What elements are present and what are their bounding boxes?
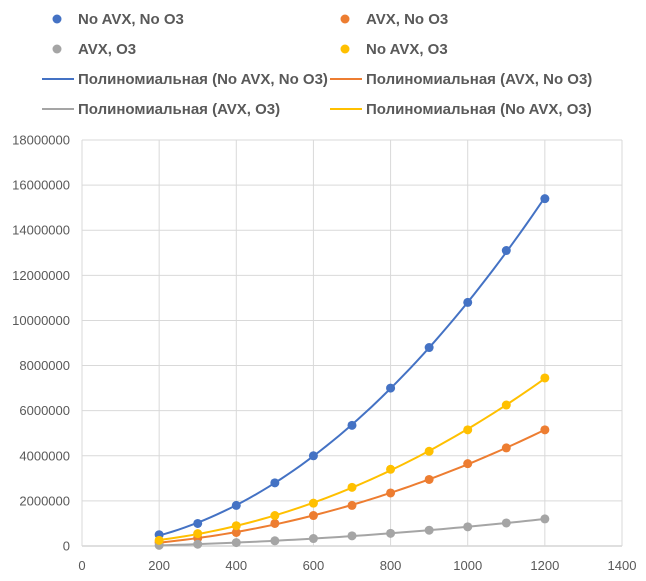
x-tick-label: 0 — [78, 558, 85, 573]
data-point-avx-no-o3 — [270, 518, 280, 528]
data-point-avx-o3 — [386, 528, 396, 538]
data-point-no-avx-no-o3 — [424, 343, 434, 353]
data-point-avx-o3 — [308, 534, 318, 544]
y-tick-label: 10000000 — [12, 313, 70, 328]
data-point-no-avx-o3 — [347, 482, 357, 492]
data-point-no-avx-o3 — [193, 529, 203, 539]
data-point-no-avx-o3 — [270, 511, 280, 521]
data-point-avx-o3 — [424, 525, 434, 535]
data-point-avx-o3 — [347, 531, 357, 541]
plot-area: 0 2000000 4000000 6000000 8000000 10000000 120… — [12, 133, 636, 574]
data-point-avx-o3 — [193, 539, 203, 549]
data-point-no-avx-o3 — [424, 446, 434, 456]
y-tick-label: 12000000 — [12, 268, 70, 283]
x-tick-label: 1200 — [530, 558, 559, 573]
legend: No AVX, No O3 AVX, No O3 AVX, O3 No AVX,… — [42, 11, 592, 118]
data-point-no-avx-o3 — [308, 498, 318, 508]
legend-marker-no-avx-o3 — [340, 44, 350, 54]
data-point-no-avx-o3 — [386, 464, 396, 474]
data-point-avx-no-o3 — [540, 425, 550, 435]
x-tick-label: 600 — [303, 558, 325, 573]
legend-label-trend-avx-o3: Полиномиальная (AVX, O3) — [78, 101, 280, 118]
x-tick-label: 1400 — [608, 558, 637, 573]
data-point-no-avx-o3 — [154, 535, 164, 545]
legend-label-avx-no-o3: AVX, No O3 — [366, 11, 448, 28]
data-point-avx-no-o3 — [347, 500, 357, 510]
data-point-avx-no-o3 — [308, 511, 318, 521]
legend-marker-no-avx-no-o3 — [52, 14, 62, 24]
y-tick-label: 16000000 — [12, 178, 70, 193]
data-point-no-avx-no-o3 — [386, 383, 396, 393]
x-tick-label: 800 — [380, 558, 402, 573]
data-point-no-avx-no-o3 — [540, 194, 550, 204]
y-tick-label: 18000000 — [12, 133, 70, 148]
data-point-no-avx-no-o3 — [270, 478, 280, 488]
data-point-no-avx-no-o3 — [347, 420, 357, 430]
data-point-avx-no-o3 — [501, 443, 511, 453]
data-point-no-avx-no-o3 — [231, 500, 241, 510]
data-point-no-avx-o3 — [463, 425, 473, 435]
data-point-no-avx-no-o3 — [501, 246, 511, 256]
data-point-no-avx-no-o3 — [308, 451, 318, 461]
data-point-avx-o3 — [463, 522, 473, 532]
legend-marker-avx-o3 — [52, 44, 62, 54]
data-point-no-avx-o3 — [501, 400, 511, 410]
trendline-no-avx-o3 — [159, 377, 546, 541]
y-tick-label: 2000000 — [19, 493, 70, 508]
legend-label-no-avx-o3: No AVX, O3 — [366, 41, 448, 58]
data-point-avx-no-o3 — [424, 474, 434, 484]
legend-label-trend-avx-no-o3: Полиномиальная (AVX, No O3) — [366, 71, 592, 88]
data-point-avx-no-o3 — [463, 459, 473, 469]
data-point-avx-o3 — [540, 514, 550, 524]
y-tick-label: 4000000 — [19, 448, 70, 463]
data-point-avx-no-o3 — [386, 488, 396, 498]
data-point-avx-no-o3 — [231, 527, 241, 537]
x-tick-label: 400 — [225, 558, 247, 573]
data-point-avx-o3 — [231, 538, 241, 548]
data-point-no-avx-o3 — [231, 521, 241, 531]
x-tick-label: 200 — [148, 558, 170, 573]
data-point-no-avx-o3 — [540, 373, 550, 383]
data-point-avx-o3 — [270, 536, 280, 546]
legend-label-trend-no-avx-no-o3: Полиномиальная (No AVX, No O3) — [78, 71, 328, 88]
y-tick-label: 6000000 — [19, 403, 70, 418]
legend-label-no-avx-no-o3: No AVX, No O3 — [78, 11, 184, 28]
data-point-no-avx-no-o3 — [463, 297, 473, 307]
data-point-no-avx-no-o3 — [193, 518, 203, 528]
y-tick-label: 14000000 — [12, 223, 70, 238]
x-tick-label: 1000 — [453, 558, 482, 573]
y-tick-label: 0 — [63, 539, 70, 554]
y-tick-label: 8000000 — [19, 358, 70, 373]
legend-label-avx-o3: AVX, O3 — [78, 41, 136, 58]
legend-marker-avx-no-o3 — [340, 14, 350, 24]
legend-label-trend-no-avx-o3: Полиномиальная (No AVX, O3) — [366, 101, 592, 118]
data-point-avx-o3 — [501, 518, 511, 528]
